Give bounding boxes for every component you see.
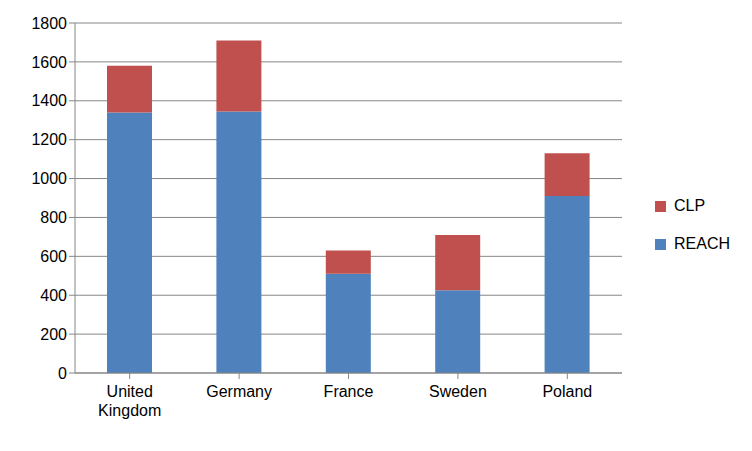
svg-text:1400: 1400 [31,92,67,109]
svg-text:1800: 1800 [31,15,67,32]
svg-text:Poland: Poland [542,383,592,400]
svg-text:UnitedKingdom: UnitedKingdom [98,383,161,419]
svg-text:1600: 1600 [31,54,67,71]
svg-text:200: 200 [40,326,67,343]
svg-text:1000: 1000 [31,170,67,187]
html-text:REACH: REACH [674,235,730,252]
svg-text:600: 600 [40,248,67,265]
svg-text:Sweden: Sweden [429,383,487,400]
svg-text:France: France [324,383,374,400]
svg-text:400: 400 [40,287,67,304]
svg-text:0: 0 [58,365,67,382]
svg-text:Germany: Germany [206,383,272,400]
html-text:CLP: CLP [674,197,706,214]
svg-text:1200: 1200 [31,131,67,148]
svg-text:800: 800 [40,209,67,226]
